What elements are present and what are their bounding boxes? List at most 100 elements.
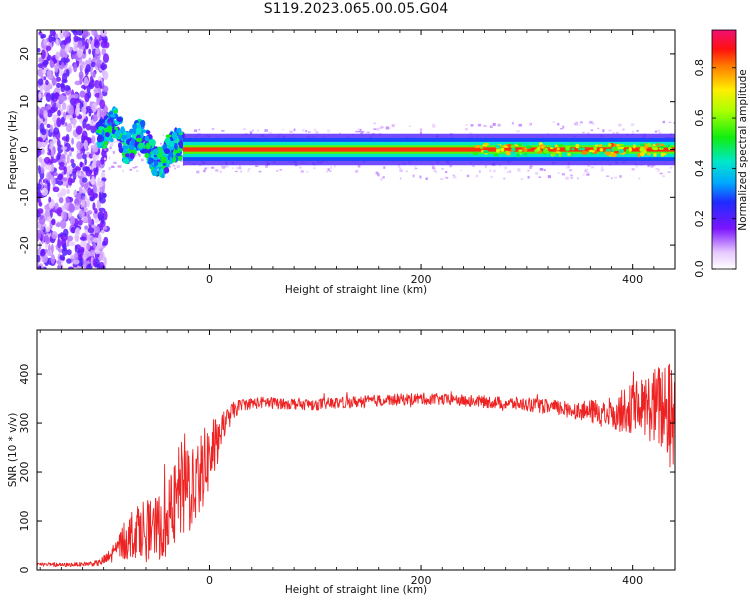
heatmap-cell [597,127,600,130]
heatmap-cell [510,145,516,149]
heatmap-cell [64,122,68,127]
heatmap-cell [152,148,159,156]
heatmap-cell [103,225,108,231]
heatmap-cell [528,122,532,126]
heatmap-cell [98,207,106,213]
heatmap-cell [264,129,268,132]
heatmap-cell [46,182,51,187]
heatmap-cell [556,147,560,151]
heatmap-cell [102,192,107,198]
snr-marks [37,363,675,568]
heatmap-cell [63,166,67,175]
snr-xtick-label: 400 [622,574,643,587]
heatmap-cell [81,199,86,207]
heatmap-cell [619,146,625,149]
heatmap-cell [570,142,574,146]
heatmap-cell [42,69,47,74]
heatmap-cell [518,149,523,152]
heatmap-cell [611,152,617,158]
heatmap-cell [66,249,72,256]
heatmap-cell [99,119,106,123]
heatmap-cell [62,243,67,252]
spectrogram-xtick-label: 200 [411,273,432,286]
heatmap-cell [441,168,444,170]
heatmap-cell [414,166,417,168]
heatmap-cell [385,126,389,130]
heatmap-cell [51,149,54,157]
heatmap-cell [84,225,89,230]
heatmap-cell [103,158,107,160]
heatmap-cell [74,244,78,253]
heatmap-cell [99,92,104,100]
heatmap-cell [78,219,83,226]
heatmap-cell [83,48,86,55]
heatmap-cell [172,164,176,167]
heatmap-cell [358,131,361,133]
heatmap-cell [302,128,305,132]
heatmap-cell [412,174,415,178]
heatmap-cell [584,168,588,171]
heatmap-cell [355,170,359,173]
heatmap-cell [70,226,76,234]
heatmap-cell [432,124,436,128]
heatmap-cell [67,164,73,175]
heatmap-cell [83,183,89,189]
heatmap-cell [582,173,585,176]
heatmap-cell [171,131,178,140]
heatmap-cell [281,128,285,131]
heatmap-cell [175,152,182,157]
heatmap-cell [95,245,99,255]
heatmap-cell [523,147,528,152]
heatmap-cell [69,151,72,157]
heatmap-cell [98,233,102,243]
heatmap-cell [543,169,546,172]
heatmap-cell [82,30,89,39]
heatmap-cell [137,152,140,156]
heatmap-cell [160,168,164,173]
heatmap-cell [135,137,143,143]
spectrogram-xtick-label: 0 [206,273,213,286]
heatmap-cell [593,146,597,151]
heatmap-cell [66,235,74,242]
snr-series-line [37,363,675,568]
heatmap-cell [482,146,487,149]
heatmap-cell [145,142,151,150]
heatmap-cell [151,168,158,176]
heatmap-cell [591,121,593,123]
heatmap-cell [50,163,55,173]
heatmap-cell [84,195,88,201]
heatmap-cell [54,64,59,73]
heatmap-cell [360,131,363,134]
heatmap-cell [37,63,44,69]
heatmap-cell [94,79,100,89]
heatmap-cell [570,174,573,177]
heatmap-cell [252,129,254,132]
heatmap-cell [103,256,107,267]
heatmap-cell [172,128,176,131]
colorbar: 0.0 0.2 0.4 0.6 0.8 Normalized spectral ampl… [693,29,749,278]
heatmap-cell [85,64,91,73]
heatmap-cell [535,172,539,175]
heatmap-cell [610,177,613,180]
heatmap-cell [132,167,136,169]
heatmap-cell [162,134,165,136]
heatmap-cell [538,176,541,179]
heatmap-cell [61,177,68,182]
heatmap-cell [93,167,99,173]
heatmap-cell [600,168,604,172]
heatmap-cell [66,154,70,164]
heatmap-cell [419,131,422,134]
heatmap-cell [48,34,53,43]
heatmap-cell [602,129,605,133]
heatmap-cell [268,131,272,134]
heatmap-cell [37,141,43,149]
heatmap-cell [134,166,138,169]
heatmap-cell [567,153,571,156]
heatmap-cell [143,148,151,155]
heatmap-cell [95,129,103,133]
heatmap-cell [221,130,225,132]
heatmap-cell [67,176,73,186]
colorbar-tick-label: 0.6 [693,109,706,127]
heatmap-cell [85,123,92,131]
heatmap-cell [472,165,475,167]
